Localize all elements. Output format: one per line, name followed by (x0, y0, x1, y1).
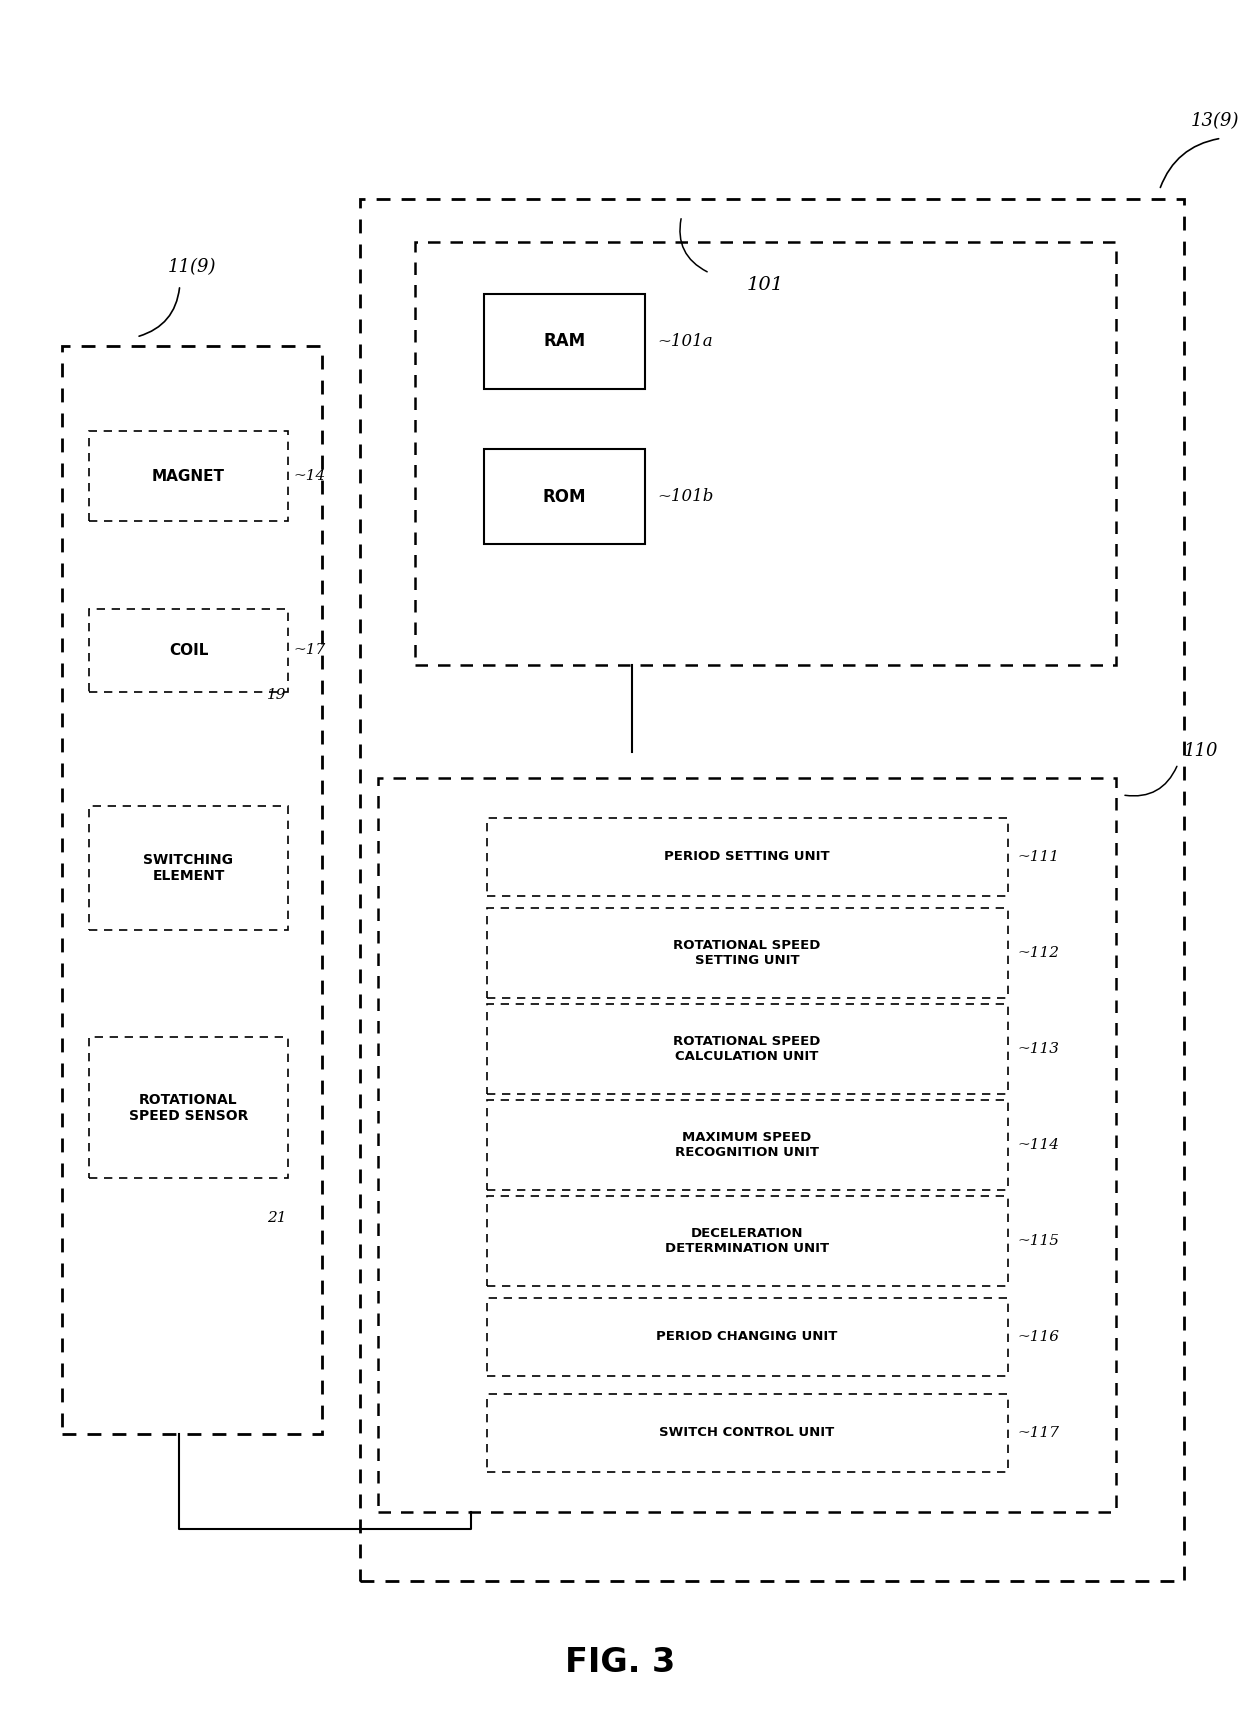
Text: SWITCHING
ELEMENT: SWITCHING ELEMENT (144, 854, 233, 883)
Text: ~17: ~17 (294, 643, 326, 657)
Bar (89, 608, 288, 691)
Bar (486, 1394, 1007, 1472)
Bar (378, 778, 1116, 1512)
Text: ~113: ~113 (1017, 1042, 1059, 1056)
Text: RAM: RAM (543, 332, 585, 351)
Text: MAXIMUM SPEED
RECOGNITION UNIT: MAXIMUM SPEED RECOGNITION UNIT (675, 1130, 820, 1159)
Text: ~14: ~14 (294, 470, 326, 484)
Text: 19: 19 (267, 688, 286, 702)
Text: 11(9): 11(9) (167, 259, 217, 276)
Text: ~101b: ~101b (657, 489, 713, 505)
Bar (89, 1037, 288, 1178)
Bar (486, 1101, 1007, 1189)
Bar (486, 1196, 1007, 1286)
Text: ROTATIONAL
SPEED SENSOR: ROTATIONAL SPEED SENSOR (129, 1092, 248, 1123)
Bar (360, 199, 1184, 1581)
Text: 21: 21 (267, 1211, 286, 1225)
Text: ~112: ~112 (1017, 945, 1059, 959)
Text: COIL: COIL (169, 643, 208, 658)
Bar (484, 449, 645, 544)
Bar (89, 432, 288, 522)
Text: ~111: ~111 (1017, 850, 1059, 864)
Bar (486, 907, 1007, 997)
Bar (415, 242, 1116, 665)
Bar (486, 1298, 1007, 1375)
Text: MAGNET: MAGNET (153, 468, 224, 484)
Text: ROTATIONAL SPEED
SETTING UNIT: ROTATIONAL SPEED SETTING UNIT (673, 938, 821, 966)
Text: SWITCH CONTROL UNIT: SWITCH CONTROL UNIT (660, 1426, 835, 1439)
Text: 13(9): 13(9) (1190, 112, 1239, 130)
Text: DECELERATION
DETERMINATION UNIT: DECELERATION DETERMINATION UNIT (665, 1227, 830, 1255)
Text: ~116: ~116 (1017, 1331, 1059, 1344)
Bar (486, 1004, 1007, 1094)
Bar (62, 346, 322, 1434)
Bar (484, 294, 645, 389)
Text: ROM: ROM (542, 487, 587, 506)
Text: ~115: ~115 (1017, 1234, 1059, 1248)
Text: ~114: ~114 (1017, 1137, 1059, 1153)
Text: ~117: ~117 (1017, 1426, 1059, 1439)
Text: FIG. 3: FIG. 3 (565, 1645, 675, 1680)
Text: PERIOD SETTING UNIT: PERIOD SETTING UNIT (665, 850, 830, 864)
Bar (89, 805, 288, 930)
Text: PERIOD CHANGING UNIT: PERIOD CHANGING UNIT (656, 1331, 838, 1343)
Bar (486, 817, 1007, 895)
Text: 110: 110 (1184, 743, 1219, 760)
Text: ROTATIONAL SPEED
CALCULATION UNIT: ROTATIONAL SPEED CALCULATION UNIT (673, 1035, 821, 1063)
Text: 101: 101 (748, 276, 784, 294)
Text: ~101a: ~101a (657, 334, 713, 349)
